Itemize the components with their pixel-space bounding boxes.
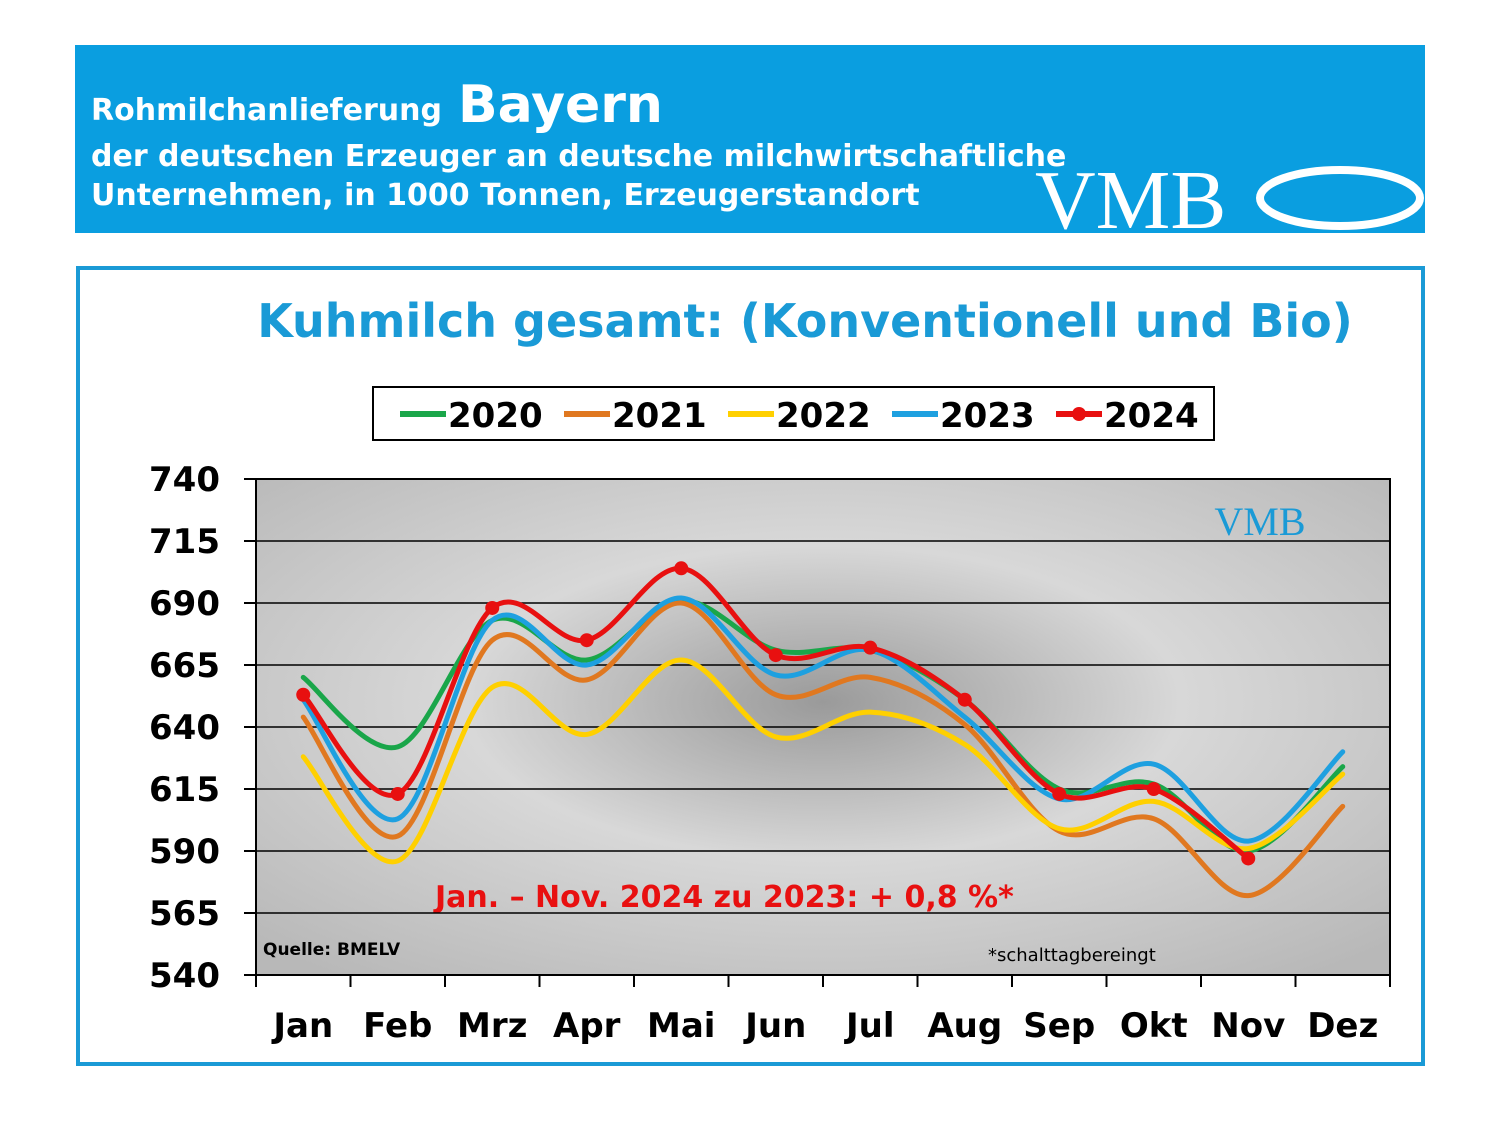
x-tick-label: Aug	[927, 1006, 1002, 1046]
y-tick-label: 740	[149, 460, 220, 500]
series-marker	[579, 633, 594, 648]
legend-label: 2024	[1104, 396, 1199, 436]
series-marker	[485, 600, 500, 615]
legend-marker	[1072, 407, 1086, 421]
series-line	[300, 600, 1346, 899]
series-marker	[390, 786, 405, 801]
x-tick-label: Dez	[1307, 1006, 1378, 1046]
y-tick-label: 590	[149, 832, 220, 872]
header-line: Unternehmen, in 1000 Tonnen, Erzeugersta…	[91, 178, 920, 213]
y-tick-label: 665	[149, 646, 220, 686]
source: Quelle: BMELV	[263, 940, 401, 960]
series-marker	[768, 648, 783, 663]
series-marker	[957, 692, 972, 707]
x-tick-label: Jan	[271, 1006, 333, 1046]
series-line	[300, 657, 1346, 865]
logo-swirl	[1256, 166, 1424, 230]
series-marker	[863, 640, 878, 655]
legend-label: 2021	[612, 396, 707, 436]
header-line: Rohmilchanlieferung	[91, 93, 442, 128]
series-line	[300, 565, 1251, 861]
x-tick-label: Feb	[363, 1006, 432, 1046]
y-tick-label: 540	[149, 956, 220, 996]
y-tick-label: 615	[149, 770, 220, 810]
plot-logo: VMB	[1214, 499, 1305, 544]
legend-label: 2020	[448, 396, 543, 436]
x-tick-label: Jul	[844, 1006, 895, 1046]
header-line: der deutschen Erzeuger an deutsche milch…	[91, 139, 1066, 174]
y-tick-label: 690	[149, 584, 220, 624]
header-band	[75, 45, 1425, 233]
series-marker	[1052, 786, 1067, 801]
annotation: Jan. – Nov. 2024 zu 2023: + 0,8 %*	[433, 880, 1014, 915]
x-tick-label: Jun	[743, 1006, 806, 1046]
header-logo: VMB	[1035, 154, 1226, 247]
legend-label: 2023	[940, 396, 1035, 436]
y-tick-label: 565	[149, 894, 220, 934]
x-tick-label: Mrz	[457, 1006, 527, 1046]
legend-label: 2022	[776, 396, 871, 436]
x-tick-label: Okt	[1120, 1006, 1188, 1046]
series-marker	[1241, 851, 1256, 866]
x-tick-label: Nov	[1211, 1006, 1285, 1046]
series-line	[300, 595, 1346, 844]
series-marker	[674, 561, 689, 576]
y-tick-label: 640	[149, 708, 220, 748]
x-tick-label: Apr	[553, 1006, 621, 1046]
chart-title: Kuhmilch gesamt: (Konventionell und Bio)	[257, 294, 1353, 348]
header-region: Bayern	[458, 75, 663, 135]
x-tick-label: Sep	[1023, 1006, 1095, 1046]
series-marker	[1146, 782, 1161, 796]
series-marker	[296, 687, 311, 702]
y-tick-label: 715	[149, 522, 220, 562]
x-tick-label: Mai	[647, 1006, 715, 1046]
footnote: *schalttagbereingt	[988, 945, 1156, 966]
